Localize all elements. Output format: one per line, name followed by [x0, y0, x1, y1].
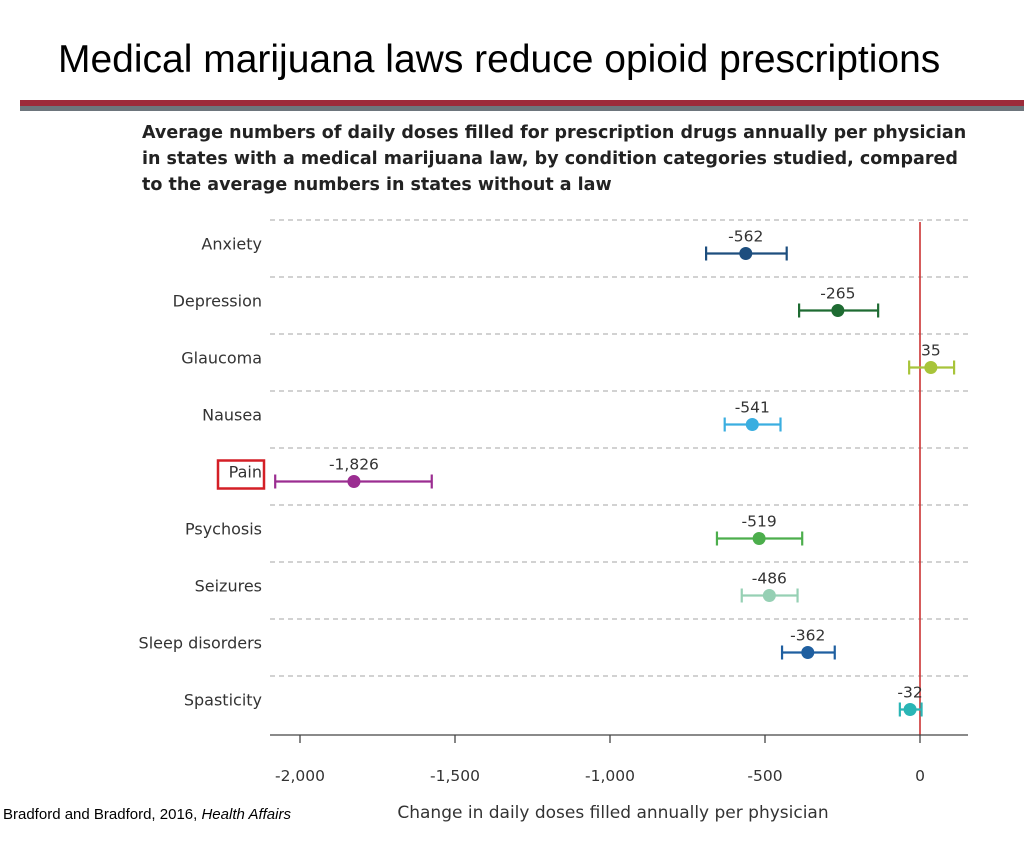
chart-title: Average numbers of daily doses filled fo…: [142, 123, 967, 195]
highlight-box: [216, 459, 266, 490]
value-label: -265: [820, 285, 855, 303]
category-label: Depression: [173, 292, 262, 311]
row-separators: [270, 219, 968, 677]
x-tick-label: 0: [915, 767, 925, 785]
slide-title: Medical marijuana laws reduce opioid pre…: [58, 38, 941, 81]
x-tick-label: -2,000: [275, 767, 325, 785]
value-label: -1,826: [329, 456, 379, 474]
value-label: -32: [897, 684, 922, 702]
x-tick-label: -1,500: [430, 767, 480, 785]
x-tick-label: -1,000: [585, 767, 635, 785]
value-label: 35: [921, 342, 941, 360]
x-axis: -2,000 -1,500 -1,000 -500 0: [270, 734, 968, 785]
citation-journal: Health Affairs: [201, 806, 291, 823]
row-nausea: Nausea -541: [202, 399, 782, 432]
category-label: Sleep disorders: [139, 634, 262, 653]
row-spasticity: Spasticity -32: [184, 684, 923, 717]
point-estimate: [762, 589, 776, 602]
point-estimate: [347, 475, 361, 488]
value-label: -562: [728, 228, 763, 246]
point-estimate: [924, 361, 938, 374]
category-label: Glaucoma: [181, 349, 262, 368]
point-estimate: [903, 703, 917, 716]
value-label: -362: [790, 627, 825, 645]
category-label: Spasticity: [184, 691, 262, 710]
row-sleep-disorders: Sleep disorders -362: [139, 627, 836, 660]
row-psychosis: Psychosis -519: [185, 513, 804, 546]
category-label: Pain: [229, 463, 262, 482]
point-estimate: [831, 304, 845, 317]
value-label: -519: [742, 513, 777, 531]
title-rule-gray: [20, 106, 1024, 111]
point-estimate: [801, 646, 815, 659]
citation: Bradford and Bradford, 2016, Health Affa…: [3, 806, 291, 823]
row-anxiety: Anxiety -562: [201, 228, 788, 261]
row-glaucoma: Glaucoma 35: [181, 342, 956, 375]
category-label: Nausea: [202, 406, 262, 425]
point-estimate: [739, 247, 753, 260]
category-label: Anxiety: [201, 235, 262, 254]
category-label: Seizures: [195, 577, 262, 596]
row-pain: Pain -1,826: [216, 456, 433, 490]
x-tick-label: -500: [747, 767, 782, 785]
row-seizures: Seizures -486: [195, 570, 799, 603]
title-rule-red: [20, 100, 1024, 106]
value-label: -486: [752, 570, 787, 588]
x-axis-title: Change in daily doses filled annually pe…: [397, 803, 828, 823]
category-label: Psychosis: [185, 520, 262, 539]
value-label: -541: [735, 399, 770, 417]
point-estimate: [752, 532, 766, 545]
point-estimate: [745, 418, 759, 431]
row-depression: Depression -265: [173, 285, 880, 318]
plot-rows: Anxiety -562 Depression -265 Glaucoma 35 Nause…: [139, 228, 956, 717]
citation-authors: Bradford and Bradford, 2016,: [3, 806, 202, 823]
